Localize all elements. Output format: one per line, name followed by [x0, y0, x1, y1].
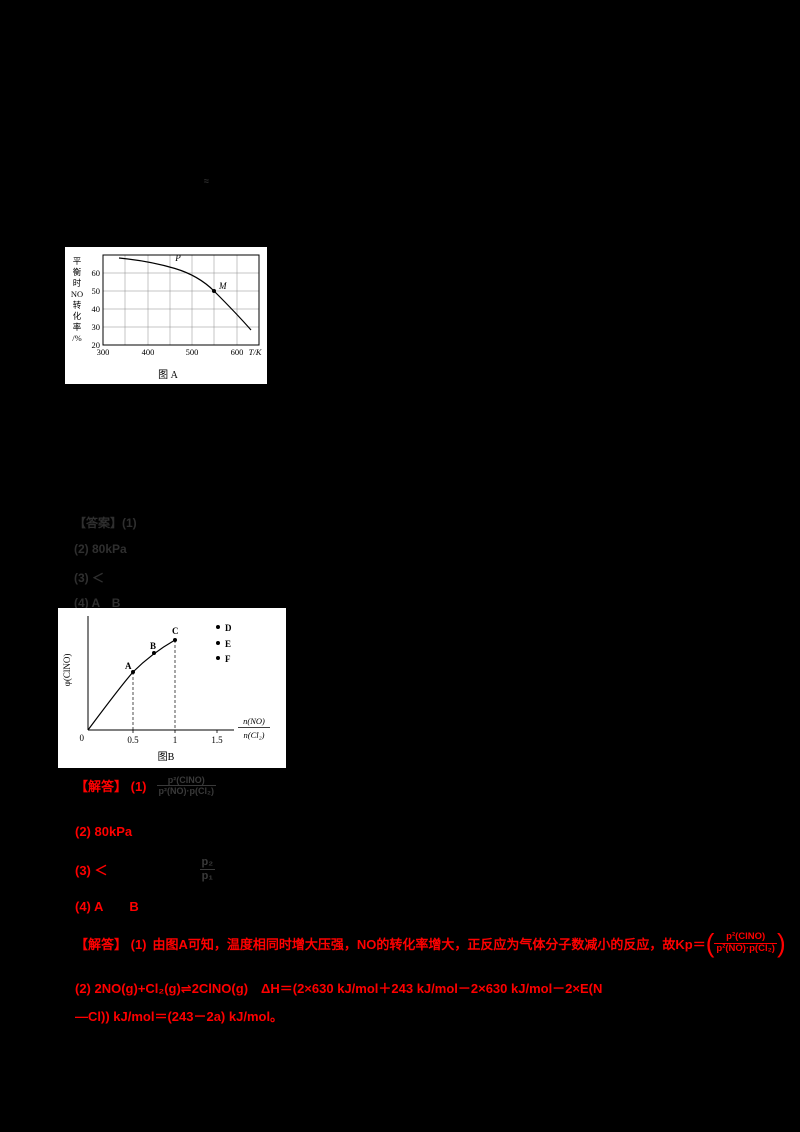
chart-b-x-axis-title: n(NO) n(Cl₂) [238, 716, 270, 740]
chart-b-point-b-label: B [150, 641, 156, 651]
fraction-numerator: p²(ClNO) [167, 775, 205, 785]
chart-b-caption: 图B [158, 751, 175, 763]
fraction-numerator: p₂ [201, 856, 214, 868]
chart-a-ytick: 40 [92, 304, 101, 314]
answer-3-head: (3) ＜ [75, 862, 108, 878]
explanation-line-2: (2) 2NO(g)+Cl₂(g)⇌2ClNO(g) ΔH＝(2×630 kJ/… [75, 978, 602, 997]
chart-b-xlabel-numerator: n(NO) [243, 716, 265, 726]
chart-a-plot-frame [102, 254, 260, 346]
chart-a-y-axis-title: 平 衡 时 NO 转 化 率 /% [71, 256, 83, 343]
chart-b-origin-label: 0 [80, 733, 85, 743]
explanation-1-text: 由图A可知，温度相同时增大压强，NO的转化率增大，正反应为气体分子数减小的反应，… [152, 936, 706, 952]
chart-b-legend: D E F [216, 623, 232, 664]
explanation-1-kp-fraction: p²(ClNO) p²(NO)·p(Cl₂) [714, 930, 777, 955]
paren-close: ) [776, 928, 786, 958]
chart-a-ytick: 30 [92, 322, 101, 332]
legend-label-f: F [225, 654, 231, 664]
chart-a-xtick: 500 [186, 347, 199, 357]
explanation-1-head: 【解答】 (1) [75, 936, 147, 952]
answer-1-head: 【解答】 (1) [75, 779, 147, 795]
answer-line-4: (4) A B [75, 899, 139, 914]
chart-a-xtick: 400 [142, 347, 155, 357]
chart-a-point-m-label: M [218, 281, 227, 291]
fraction-denominator: p₁ [199, 868, 215, 882]
chart-a-curve-p-label: P [174, 253, 181, 263]
chart-a-ytick: 20 [92, 340, 101, 350]
chart-a-ylabel-char: 率 [73, 322, 82, 332]
explanation-2-text: (2) 2NO(g)+Cl₂(g)⇌2ClNO(g) ΔH＝(2×630 kJ/… [75, 981, 603, 996]
chart-a-ytick: 50 [92, 286, 101, 296]
legend-dot-f [216, 656, 220, 660]
figure-b: φ(ClNO) 0 0.5 1 1.5 n(NO) n(Cl₂) A [58, 608, 286, 768]
chart-a-ylabel-char: 衡 [73, 267, 82, 277]
answer-4-b: B [129, 899, 139, 914]
chart-a-xtick: 600 [231, 347, 244, 357]
chart-b-point-b-marker [152, 651, 156, 655]
explanation-3-text: —Cl)) kJ/mol＝(243－2a) kJ/mol。 [75, 1009, 284, 1024]
faint-answer-3: (3) ＜ [74, 571, 105, 585]
chart-a-caption: 图 A [158, 369, 178, 381]
chart-b-point-c-marker [173, 638, 177, 642]
chart-b-x-ticks: 0.5 1 1.5 [127, 735, 223, 745]
faint-answer-1: 【答案】(1) [74, 516, 137, 530]
explanation-line-1: 【解答】 (1) 由图A可知，温度相同时增大压强，NO的转化率增大，正反应为气体… [75, 930, 786, 956]
figure-a: M P 平 衡 时 NO 转 化 率 /% 60 50 40 30 20 300… [65, 247, 267, 384]
answer-line-2: (2) 80kPa [75, 824, 132, 839]
legend-dot-d [216, 625, 220, 629]
chart-b-y-axis-title: φ(ClNO) [62, 654, 72, 687]
legend-dot-e [216, 641, 220, 645]
chart-b-tick-marks [132, 730, 218, 733]
chart-a-ylabel-char: 时 [73, 278, 82, 288]
chart-b-xtick: 1.5 [211, 735, 223, 745]
fraction-denominator: p²(NO)·p(Cl₂) [714, 942, 777, 954]
answer-2-text: (2) 80kPa [75, 824, 133, 839]
legend-label-d: D [225, 623, 232, 633]
chart-b-xtick: 0.5 [127, 735, 139, 745]
chart-a-background [65, 247, 267, 384]
answer-1-kp-fraction: p²(ClNO) p²(NO)·p(Cl₂) [156, 775, 216, 797]
chart-a-ylabel-char: NO [71, 289, 83, 299]
answer-line-3: (3) ＜ p₂ p₁ [75, 856, 215, 882]
answer-3-fraction: p₂ p₁ [199, 856, 216, 882]
chart-b-dashed-guides [132, 640, 176, 730]
chart-a-x-ticks: 300 400 500 600 [97, 347, 244, 357]
chart-b-svg: φ(ClNO) 0 0.5 1 1.5 n(NO) n(Cl₂) A [58, 608, 286, 768]
chart-b-xlabel-denominator: n(Cl₂) [244, 730, 265, 740]
explanation-line-3: —Cl)) kJ/mol＝(243－2a) kJ/mol。 [75, 1006, 283, 1025]
faint-answer-4: (4) A B [74, 596, 121, 610]
chart-b-xtick: 1 [173, 735, 178, 745]
fraction-denominator: p²(NO)·p(Cl₂) [156, 785, 216, 797]
chart-a-ylabel-char: 平 [73, 256, 82, 266]
chart-a-ytick: 60 [92, 268, 101, 278]
chart-a-point-m-marker [212, 289, 216, 293]
faint-top-mark: ≈ [204, 176, 209, 186]
paren-open: ( [705, 928, 715, 958]
chart-b-point-c-label: C [172, 626, 179, 636]
faint-answer-2: (2) 80kPa [74, 542, 127, 556]
chart-a-curve [118, 257, 252, 331]
chart-b-background [58, 608, 286, 768]
fraction-numerator: p²(ClNO) [726, 930, 766, 942]
chart-a-grid [102, 254, 260, 346]
chart-b-point-a-label: A [125, 661, 132, 671]
answer-4-a: (4) A [75, 899, 104, 914]
chart-a-xtick: 300 [97, 347, 110, 357]
chart-b-point-a-marker [131, 670, 135, 674]
chart-a-svg: M P 平 衡 时 NO 转 化 率 /% 60 50 40 30 20 300… [65, 247, 267, 384]
chart-a-x-unit: T/K [249, 347, 263, 357]
chart-a-ylabel-char: 转 [73, 300, 82, 310]
chart-a-y-ticks: 60 50 40 30 20 [92, 268, 101, 350]
chart-a-ylabel-char: 化 [73, 311, 82, 321]
chart-a-ylabel-char: /% [72, 333, 81, 343]
legend-label-e: E [225, 639, 231, 649]
answer-line-1: 【解答】 (1) p²(ClNO) p²(NO)·p(Cl₂) [75, 775, 216, 797]
